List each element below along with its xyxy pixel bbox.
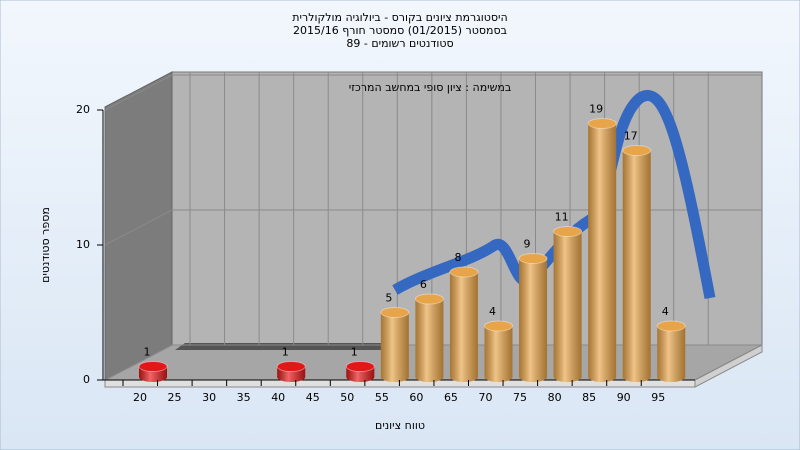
y-axis-label: מספר סטודנטים xyxy=(39,207,52,283)
title-line: בסמסטר (01/2015) סמסטר חורף 2015/16 xyxy=(293,24,507,37)
x-tick-label: 80 xyxy=(548,391,562,404)
x-axis-label: טווח ציונים xyxy=(375,419,425,432)
x-tick-label: 50 xyxy=(340,391,354,404)
value-label: 1 xyxy=(351,346,358,359)
grid-line xyxy=(104,209,173,246)
grid-line xyxy=(104,344,173,381)
bar-shade xyxy=(346,366,375,377)
bar-top xyxy=(518,253,548,264)
bar-bottom-shade xyxy=(380,372,409,382)
title-line: היסטוגרמת ציונים בקורס - ביולוגיה מולקול… xyxy=(292,11,507,24)
trend-ribbon xyxy=(392,90,716,300)
bar-top xyxy=(345,361,375,372)
x-tick-label: 85 xyxy=(582,391,596,404)
x-tick-label: 60 xyxy=(409,391,423,404)
bar-top xyxy=(276,361,306,372)
bar-bottom-shade xyxy=(277,372,306,382)
value-label: 6 xyxy=(420,278,427,291)
x-tick-label: 65 xyxy=(444,391,458,404)
value-label: 17 xyxy=(624,130,638,143)
bar-bottom-shade xyxy=(449,372,478,382)
bar-bottom-shade xyxy=(622,372,651,382)
value-label: 8 xyxy=(454,251,461,264)
bar-top xyxy=(414,293,444,305)
bar-bottom-shade xyxy=(415,372,444,382)
bar-shade xyxy=(484,326,513,377)
bar-top xyxy=(553,226,583,237)
value-label: 5 xyxy=(385,292,392,305)
bar-top xyxy=(449,266,479,278)
bar-top xyxy=(587,118,617,129)
bar-bottom-shade xyxy=(553,372,582,382)
bar-bottom-shade xyxy=(346,372,375,382)
value-label: 1 xyxy=(282,346,289,359)
bar-bottom-shade xyxy=(484,372,513,382)
value-label: 19 xyxy=(589,103,603,116)
x-tick-label: 45 xyxy=(306,391,320,404)
value-label: 1 xyxy=(144,346,151,359)
bar-bottom-shade xyxy=(657,372,686,382)
bar-shade xyxy=(380,312,409,377)
bar-bottom-shade xyxy=(519,372,548,382)
bar-shade xyxy=(277,366,306,377)
title-line: סטודנטים רשומים - 89 xyxy=(346,37,453,50)
y-tick-label: 20 xyxy=(76,103,90,116)
x-tick-label: 90 xyxy=(617,391,631,404)
bar-top xyxy=(138,361,168,372)
value-label: 11 xyxy=(555,211,569,224)
annotation: במשימה : ציון סופי במחשב המרכזי xyxy=(349,81,512,94)
bar-top xyxy=(380,307,410,318)
bar-shade xyxy=(657,326,686,377)
value-label: 4 xyxy=(662,305,669,318)
x-tick-label: 30 xyxy=(202,391,216,404)
bar-shade xyxy=(588,123,617,377)
bar-shade xyxy=(449,272,478,377)
y-tick-label: 10 xyxy=(76,238,90,251)
x-tick-label: 70 xyxy=(479,391,493,404)
bar-top xyxy=(656,320,686,332)
grid-line xyxy=(104,74,173,111)
bar-bottom-shade xyxy=(588,372,617,382)
value-label: 4 xyxy=(489,305,496,318)
bar-shade xyxy=(139,366,167,377)
x-tick-label: 20 xyxy=(133,391,147,404)
x-tick-label: 55 xyxy=(375,391,389,404)
bar-top xyxy=(622,145,652,156)
bar-top xyxy=(484,320,513,332)
x-tick-label: 40 xyxy=(271,391,285,404)
bar-bottom-shade xyxy=(139,372,167,382)
bar-shade xyxy=(622,150,651,377)
y-tick-label: 0 xyxy=(83,373,90,386)
x-tick-label: 75 xyxy=(513,391,527,404)
bar-shade xyxy=(519,258,548,377)
x-tick-label: 95 xyxy=(651,391,665,404)
value-label: 9 xyxy=(524,238,531,251)
left-wall xyxy=(104,71,173,381)
bar-shade xyxy=(415,299,444,377)
x-tick-label: 35 xyxy=(237,391,251,404)
bar-shade xyxy=(553,231,582,377)
x-tick-label: 25 xyxy=(168,391,182,404)
